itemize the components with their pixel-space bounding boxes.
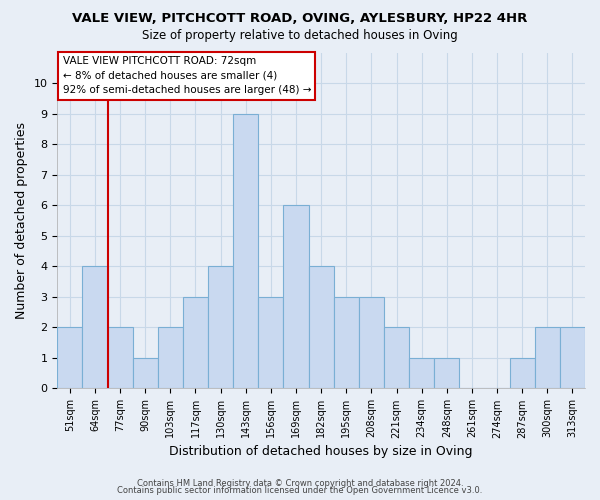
Bar bbox=[57, 328, 82, 388]
Bar bbox=[409, 358, 434, 388]
Bar bbox=[107, 328, 133, 388]
Text: Size of property relative to detached houses in Oving: Size of property relative to detached ho… bbox=[142, 29, 458, 42]
Y-axis label: Number of detached properties: Number of detached properties bbox=[15, 122, 28, 319]
Text: Contains public sector information licensed under the Open Government Licence v3: Contains public sector information licen… bbox=[118, 486, 482, 495]
Bar bbox=[384, 328, 409, 388]
Bar bbox=[208, 266, 233, 388]
Bar bbox=[308, 266, 334, 388]
Bar bbox=[560, 328, 585, 388]
Bar bbox=[359, 297, 384, 388]
Bar bbox=[82, 266, 107, 388]
Bar bbox=[509, 358, 535, 388]
Bar bbox=[158, 328, 183, 388]
X-axis label: Distribution of detached houses by size in Oving: Distribution of detached houses by size … bbox=[169, 444, 473, 458]
Bar bbox=[233, 114, 259, 388]
Bar bbox=[183, 297, 208, 388]
Bar bbox=[133, 358, 158, 388]
Bar bbox=[283, 205, 308, 388]
Text: Contains HM Land Registry data © Crown copyright and database right 2024.: Contains HM Land Registry data © Crown c… bbox=[137, 478, 463, 488]
Bar bbox=[259, 297, 283, 388]
Bar bbox=[535, 328, 560, 388]
Text: VALE VIEW, PITCHCOTT ROAD, OVING, AYLESBURY, HP22 4HR: VALE VIEW, PITCHCOTT ROAD, OVING, AYLESB… bbox=[73, 12, 527, 26]
Text: VALE VIEW PITCHCOTT ROAD: 72sqm
← 8% of detached houses are smaller (4)
92% of s: VALE VIEW PITCHCOTT ROAD: 72sqm ← 8% of … bbox=[62, 56, 311, 96]
Bar bbox=[434, 358, 460, 388]
Bar bbox=[334, 297, 359, 388]
